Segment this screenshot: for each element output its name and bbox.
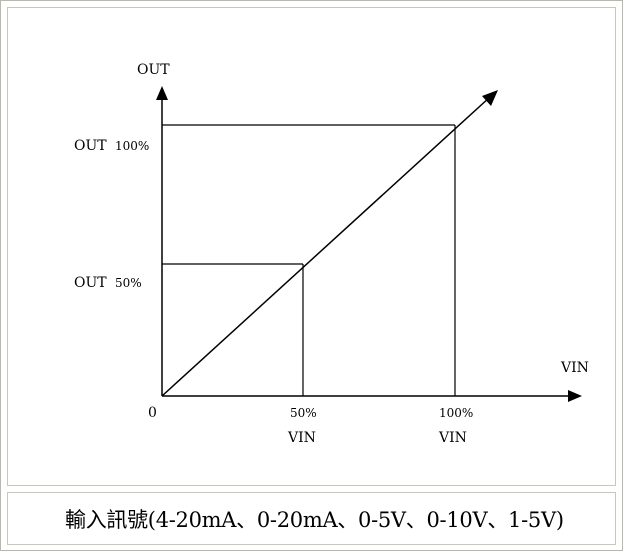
x-axis-label: VIN <box>560 360 589 376</box>
x-axis-arrowhead <box>568 390 582 402</box>
io-transfer-diagram: OUT VIN 0 OUT 100% OUT 50% 50% VIN 100% … <box>74 62 589 446</box>
x-tick-50-value: 50% <box>290 406 317 420</box>
y-tick-50-value: 50% <box>115 276 142 290</box>
y-axis-arrowhead <box>156 86 168 100</box>
caption-cell: 輸入訊號(4-20mA、0-20mA、0-5V、0-10V、1-5V) <box>7 492 616 545</box>
y-tick-100-prefix: OUT <box>74 138 107 154</box>
x-tick-50-unit: VIN <box>287 430 316 446</box>
y-axis-label: OUT <box>137 62 170 78</box>
input-signal-caption: 輸入訊號(4-20mA、0-20mA、0-5V、0-10V、1-5V) <box>65 508 564 532</box>
origin-label: 0 <box>148 405 157 421</box>
y-tick-50-prefix: OUT <box>74 275 107 291</box>
y-tick-100-value: 100% <box>115 139 149 153</box>
transfer-line-arrowhead <box>482 90 498 106</box>
diagram-cell: OUT VIN 0 OUT 100% OUT 50% 50% VIN 100% … <box>7 7 616 486</box>
x-tick-100-unit: VIN <box>438 430 467 446</box>
x-tick-100-value: 100% <box>439 406 473 420</box>
transfer-line <box>161 96 491 397</box>
